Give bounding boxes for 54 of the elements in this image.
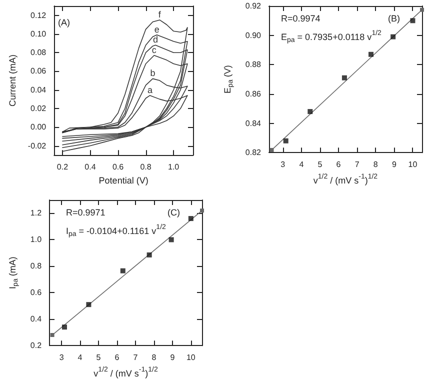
x-tick-label: 0.6 [112, 162, 124, 172]
x-tick-label: 0.2 [56, 162, 69, 172]
annotation: (A) [58, 18, 70, 28]
series-label: c [152, 44, 157, 55]
y-tick-label: 0.88 [245, 60, 262, 70]
y-tick-label: 0.04 [30, 85, 47, 94]
y-tick-label: 0.86 [245, 89, 262, 98]
x-tick-label: 5 [318, 160, 323, 170]
y-axis-title: Current (mA) [8, 54, 18, 107]
y-tick-label: 0.92 [245, 2, 262, 10]
annotation: (B) [388, 14, 400, 24]
x-tick-label: 9 [170, 353, 176, 362]
annotation: R=0.9971 [66, 208, 106, 218]
x-tick-label: 7 [133, 353, 138, 362]
x-tick-label: 4 [299, 160, 304, 170]
x-tick-label: 1.0 [168, 162, 180, 172]
x-tick-label: 7 [354, 160, 360, 170]
annotation: R=0.9974 [281, 14, 320, 24]
y-tick-label: 0.90 [245, 30, 262, 40]
x-tick-label: 9 [392, 160, 397, 170]
y-tick-label: 0.06 [30, 66, 47, 76]
y-tick-label: 0.08 [30, 48, 47, 58]
series-label: f [158, 9, 162, 20]
x-tick-label: 10 [408, 160, 418, 170]
x-tick-label: 10 [186, 353, 196, 362]
series-label: b [150, 68, 156, 78]
x-tick-label: 0.4 [84, 162, 96, 172]
y-tick-label: 0.84 [245, 118, 262, 128]
y-tick-label: 1.2 [30, 208, 42, 218]
y-tick-label: 0.00 [30, 122, 47, 132]
series-label: a [147, 84, 152, 95]
x-tick-label: 8 [152, 353, 157, 362]
x-axis-title: Potential (V) [98, 176, 148, 186]
x-tick-label: 8 [373, 160, 378, 170]
y-tick-label: 0.6 [30, 288, 42, 298]
y-tick-label: 1.0 [30, 235, 42, 244]
y-tick-label: 0.02 [30, 104, 47, 114]
annotation: (C) [168, 208, 180, 218]
y-tick-label: 0.2 [30, 341, 42, 350]
y-tick-label: 0.82 [245, 148, 262, 158]
x-tick-label: 3 [280, 160, 286, 170]
y-tick-label: 0.12 [30, 10, 47, 20]
y-tick-label: 0.4 [30, 314, 42, 324]
y-tick-label: 0.10 [30, 29, 47, 38]
x-tick-label: 3 [59, 353, 64, 362]
y-tick-label: -0.02 [28, 141, 47, 150]
y-tick-label: 0.8 [30, 262, 42, 271]
x-tick-label: 0.8 [140, 162, 152, 172]
x-tick-label: 5 [96, 353, 102, 362]
series-label: d [153, 34, 158, 45]
series-label: e [154, 24, 160, 34]
x-tick-label: 6 [114, 353, 120, 362]
x-tick-label: 4 [78, 353, 83, 362]
x-tick-label: 6 [336, 160, 342, 170]
